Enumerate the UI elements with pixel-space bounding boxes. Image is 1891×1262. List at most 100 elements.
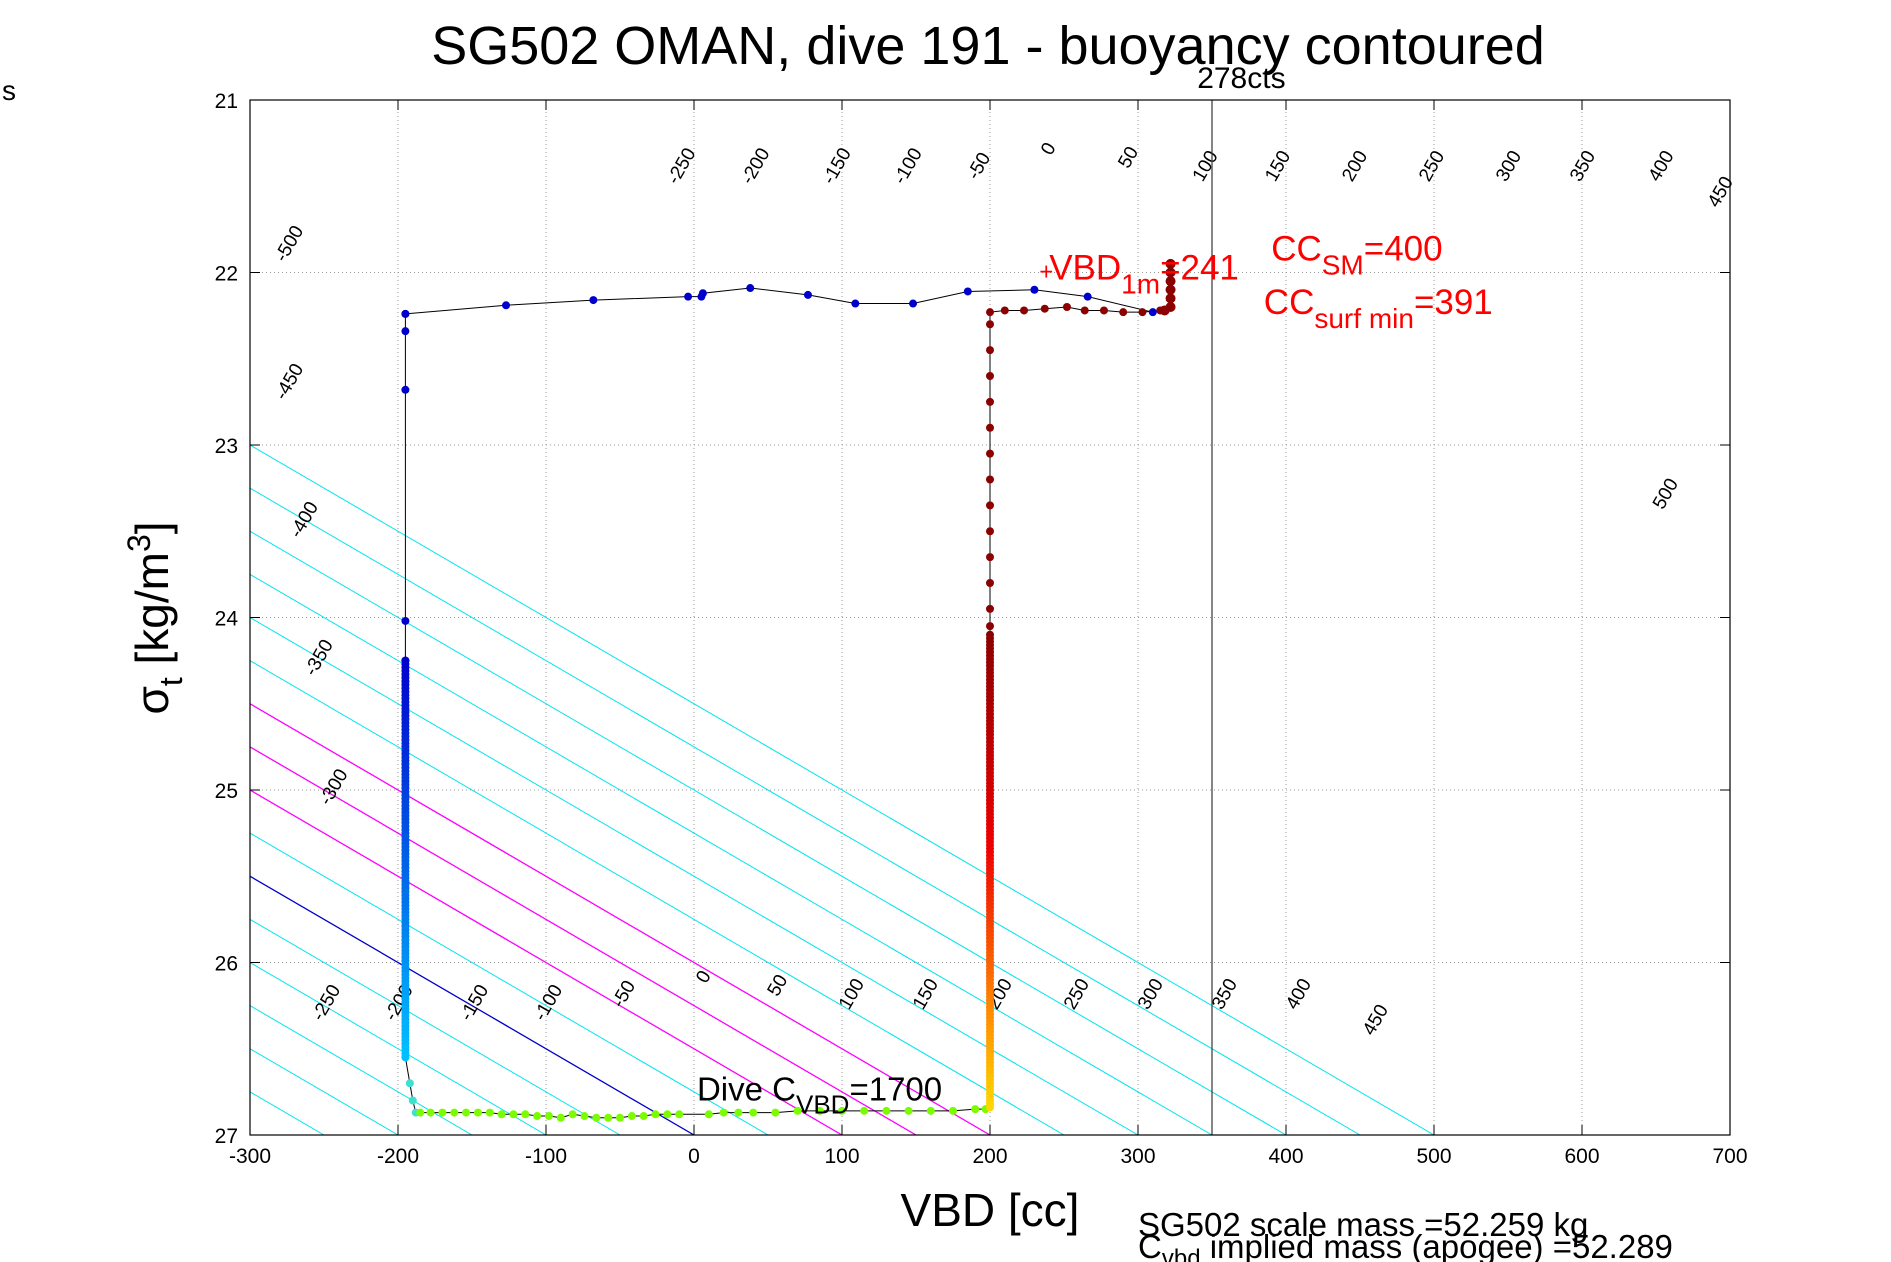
data-point bbox=[401, 309, 410, 318]
data-point bbox=[556, 1113, 565, 1122]
contour-line bbox=[250, 702, 991, 1135]
data-point bbox=[986, 553, 994, 562]
data-point bbox=[533, 1112, 542, 1121]
dive-points: + bbox=[401, 258, 1176, 1122]
data-point bbox=[926, 1106, 935, 1115]
data-point bbox=[580, 1112, 589, 1121]
data-point bbox=[616, 1113, 624, 1122]
data-point bbox=[401, 616, 410, 625]
contour-label: -50 bbox=[608, 977, 640, 1011]
x-tick-label: -200 bbox=[377, 1145, 419, 1168]
data-point bbox=[1040, 304, 1049, 313]
data-point bbox=[1020, 306, 1029, 315]
contour-line bbox=[250, 875, 695, 1135]
vbd-1m-main: VBD bbox=[1049, 248, 1121, 287]
data-point bbox=[971, 1105, 980, 1114]
contour-label: -350 bbox=[301, 636, 338, 679]
dive-cvbd-annotation: Dive CVBD=1700 bbox=[697, 1071, 942, 1120]
data-point bbox=[502, 301, 511, 310]
data-point bbox=[986, 320, 994, 329]
svg-text:σt [kg/m3]: σt [kg/m3] bbox=[121, 521, 189, 714]
x-tick-label: 500 bbox=[1416, 1145, 1451, 1168]
data-point bbox=[851, 299, 860, 308]
data-point bbox=[815, 1106, 824, 1115]
data-point bbox=[986, 527, 994, 536]
footer-scale-mass: SG502 scale mass =52.259 kg bbox=[1138, 1206, 1588, 1243]
x-tick-label: 100 bbox=[824, 1145, 859, 1168]
data-point bbox=[1165, 284, 1176, 295]
y-axis-label-end: ] bbox=[126, 521, 178, 534]
data-point bbox=[803, 290, 812, 299]
cc-sm-main: CC bbox=[1271, 229, 1322, 268]
vbd-1m-sub: 1m bbox=[1121, 268, 1160, 299]
data-point bbox=[426, 1108, 435, 1117]
data-point bbox=[1159, 305, 1170, 316]
data-point bbox=[592, 1113, 601, 1122]
chart-title: SG502 OMAN, dive 191 - buoyancy contoure… bbox=[431, 16, 1545, 76]
contour-labels: -500-450-400-350-300-250 -200 -150 -100 -500… bbox=[271, 139, 1738, 1039]
y-tick-label: 26 bbox=[215, 953, 238, 976]
footer-implied-rest: implied mass (apogee) =52.289 bbox=[1201, 1228, 1673, 1262]
data-point bbox=[675, 1110, 684, 1119]
data-point bbox=[1030, 285, 1039, 294]
data-point bbox=[698, 289, 707, 298]
data-point bbox=[986, 475, 994, 484]
data-point bbox=[1083, 292, 1092, 301]
data-point bbox=[986, 449, 994, 458]
data-point bbox=[639, 1112, 648, 1121]
x-tick-label: 400 bbox=[1268, 1145, 1303, 1168]
contour-label: -200 bbox=[381, 981, 418, 1024]
profile-line bbox=[404, 263, 1172, 1119]
data-point bbox=[663, 1110, 672, 1119]
contour-label: 300 bbox=[1492, 147, 1526, 185]
data-point bbox=[544, 1112, 553, 1121]
cc-sm-value: =400 bbox=[1364, 229, 1443, 268]
cc-surf-value: =391 bbox=[1414, 283, 1493, 322]
contour-label: 100 bbox=[835, 975, 869, 1013]
data-point bbox=[986, 1103, 994, 1112]
data-point bbox=[1000, 306, 1009, 315]
contour-label: 250 bbox=[1415, 147, 1449, 185]
data-point bbox=[904, 1106, 913, 1115]
data-point bbox=[485, 1108, 494, 1117]
contour-label: 450 bbox=[1359, 1001, 1393, 1039]
data-point bbox=[949, 1106, 957, 1115]
data-point bbox=[1148, 308, 1157, 317]
dive-cvbd-main: Dive C bbox=[697, 1071, 796, 1108]
y-tick-label: 21 bbox=[215, 90, 238, 113]
data-point bbox=[1119, 308, 1128, 317]
data-point bbox=[986, 501, 994, 510]
contour-label: 400 bbox=[1645, 147, 1679, 185]
data-point bbox=[771, 1108, 780, 1117]
contour-line bbox=[0, 100, 102, 1135]
contour-label: -150 bbox=[456, 981, 493, 1024]
data-point bbox=[734, 1108, 743, 1117]
cc-surf-main: CC bbox=[1264, 283, 1315, 322]
data-point bbox=[1138, 308, 1147, 317]
y-axis-label-main: σ bbox=[126, 686, 178, 714]
y-tick-label: 23 bbox=[215, 435, 238, 458]
y-tick-label: 27 bbox=[215, 1125, 238, 1148]
contour-line bbox=[250, 746, 917, 1135]
x-tick-label: 600 bbox=[1564, 1145, 1599, 1168]
contour-label: -300 bbox=[315, 766, 352, 809]
x-tick-label: 200 bbox=[972, 1145, 1007, 1168]
data-point bbox=[838, 1106, 846, 1115]
data-point bbox=[793, 1106, 802, 1115]
data-point bbox=[909, 299, 918, 308]
corner-text: s bbox=[2, 75, 16, 106]
data-point bbox=[860, 1106, 869, 1115]
footer-implied-main: C bbox=[1138, 1228, 1162, 1262]
data-point bbox=[749, 1108, 758, 1117]
y-axis-label-rest: [kg/m bbox=[126, 552, 178, 677]
x-tick-label: 300 bbox=[1120, 1145, 1155, 1168]
data-point bbox=[1080, 306, 1089, 315]
contour-label: 0 bbox=[1037, 139, 1060, 159]
contour-label: -250 bbox=[663, 145, 700, 188]
data-point bbox=[401, 1053, 410, 1062]
x-tick-label: -300 bbox=[229, 1145, 271, 1168]
y-tick-label: 24 bbox=[215, 608, 239, 631]
data-point bbox=[986, 346, 994, 355]
data-point bbox=[986, 622, 994, 631]
contour-line bbox=[250, 789, 843, 1135]
